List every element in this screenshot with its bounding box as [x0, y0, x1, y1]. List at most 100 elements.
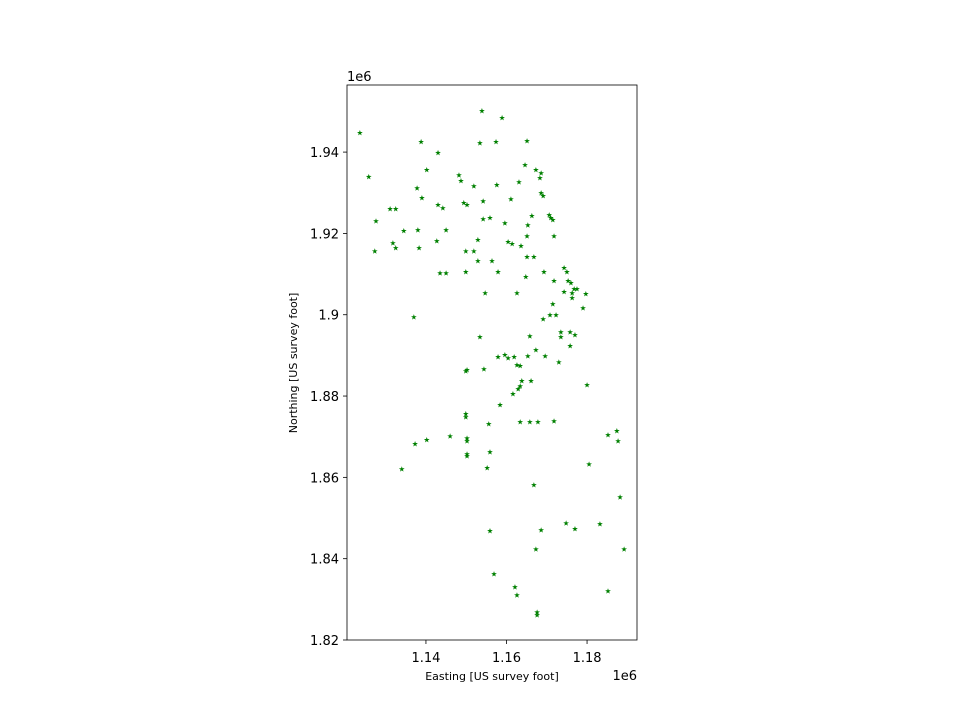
point — [371, 248, 378, 254]
point — [517, 383, 524, 389]
point — [515, 386, 522, 392]
point — [505, 355, 511, 361]
point — [542, 353, 549, 359]
point — [464, 453, 470, 459]
point — [479, 108, 485, 114]
point — [518, 243, 524, 249]
point — [524, 138, 530, 144]
point — [527, 419, 533, 425]
point — [365, 173, 372, 180]
point — [443, 270, 449, 276]
point — [540, 193, 547, 199]
point — [458, 177, 464, 184]
point — [514, 362, 520, 368]
point — [510, 391, 516, 397]
point — [373, 218, 379, 224]
point — [512, 584, 518, 590]
point — [567, 343, 573, 349]
point — [569, 295, 576, 301]
point — [551, 233, 557, 239]
point — [475, 236, 481, 243]
point — [524, 353, 531, 359]
point — [489, 258, 495, 264]
point — [621, 546, 627, 552]
point — [537, 175, 543, 181]
point — [462, 414, 469, 420]
y-offset-text: 1e6 — [347, 70, 372, 85]
point — [527, 333, 533, 339]
point — [538, 170, 544, 176]
point — [471, 183, 477, 189]
point — [574, 286, 580, 292]
point — [499, 114, 505, 121]
point — [558, 334, 564, 340]
y-tick-label: 1.88 — [310, 390, 339, 405]
point — [400, 227, 407, 234]
point — [563, 520, 569, 526]
x-axis-label: Easting [US survey foot] — [425, 670, 559, 683]
point — [481, 366, 487, 372]
point — [569, 290, 576, 296]
point — [418, 138, 424, 145]
point — [538, 527, 544, 533]
point — [509, 240, 515, 247]
point — [582, 290, 589, 297]
point — [524, 233, 530, 239]
x-tick-label: 1.18 — [573, 651, 602, 666]
point — [514, 592, 520, 598]
point — [487, 528, 493, 534]
point — [572, 332, 578, 338]
point — [471, 248, 477, 254]
point — [553, 312, 559, 318]
point — [462, 368, 469, 374]
x-offset-text: 1e6 — [612, 669, 637, 684]
point — [535, 419, 541, 425]
point — [522, 273, 529, 280]
point — [423, 166, 430, 173]
point — [477, 140, 483, 146]
point — [462, 269, 469, 275]
point — [443, 227, 449, 233]
point — [531, 482, 537, 488]
point — [502, 220, 508, 226]
point — [423, 436, 430, 443]
point — [480, 198, 486, 204]
point — [517, 419, 524, 425]
x-tick-label: 1.16 — [492, 651, 521, 666]
point — [357, 129, 363, 136]
point — [387, 206, 393, 212]
y-tick-label: 1.92 — [310, 227, 339, 242]
point — [419, 195, 425, 201]
y-tick-label: 1.94 — [310, 146, 339, 161]
point — [480, 216, 486, 222]
point — [495, 354, 501, 360]
point — [518, 378, 525, 384]
point — [484, 465, 491, 471]
point — [572, 526, 578, 532]
point — [464, 435, 470, 441]
point — [415, 227, 421, 233]
point — [547, 214, 554, 221]
point — [533, 347, 539, 353]
point — [460, 199, 467, 206]
point — [568, 280, 574, 286]
point — [412, 441, 418, 447]
y-tick-label: 1.9 — [318, 309, 339, 324]
point — [477, 334, 483, 340]
point — [493, 182, 500, 188]
point — [482, 290, 489, 296]
point — [495, 269, 501, 275]
point — [522, 162, 528, 168]
point — [475, 258, 481, 264]
point — [571, 286, 578, 292]
point — [491, 571, 497, 577]
point — [456, 172, 462, 178]
point — [551, 418, 557, 424]
point — [505, 238, 511, 245]
point — [538, 190, 544, 196]
y-axis-label: Northing [US survey foot] — [287, 293, 300, 434]
point — [605, 588, 611, 594]
point — [437, 270, 443, 276]
